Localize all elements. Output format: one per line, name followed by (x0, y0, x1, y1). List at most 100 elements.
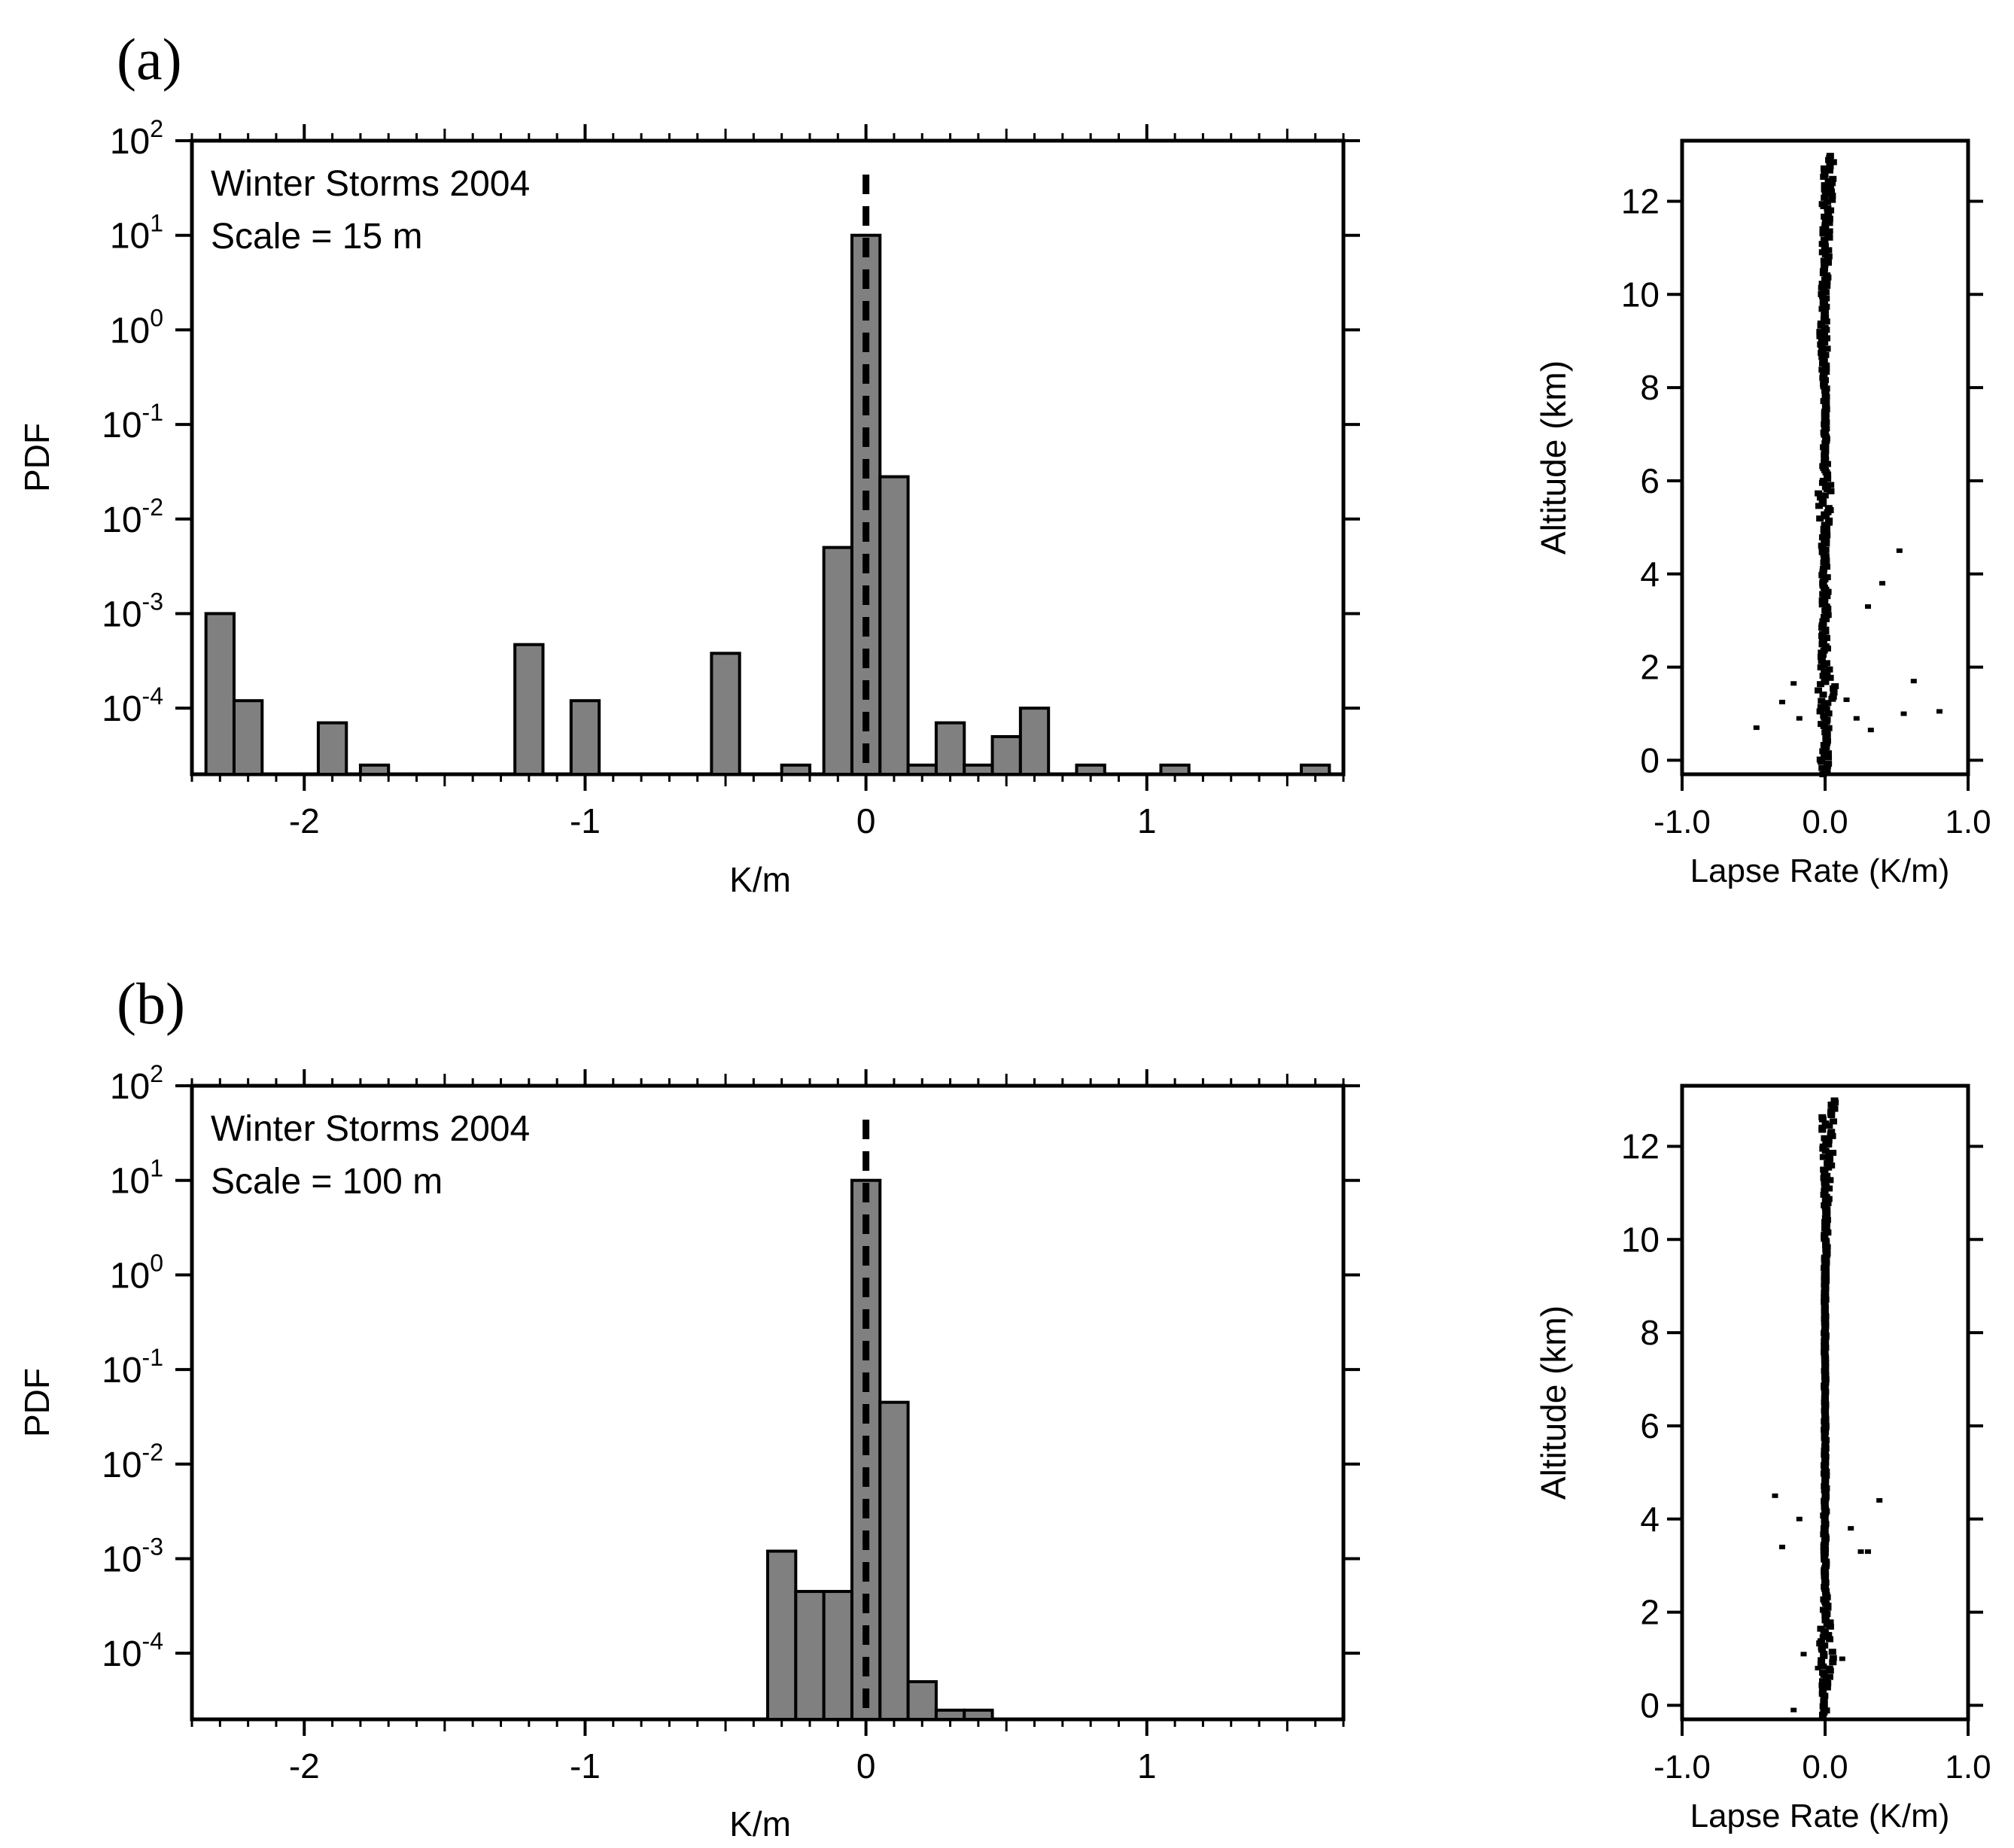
prof-a-outlier-point (1867, 728, 1874, 733)
prof-a-y-tick-label: 0 (1640, 740, 1660, 780)
prof-a-point (1821, 521, 1829, 528)
prof-a-point (1820, 165, 1828, 172)
prof-b-outlier-point (1815, 1665, 1821, 1670)
prof-a-outlier-point (1879, 581, 1885, 586)
prof-a-point (1819, 348, 1827, 354)
prof-b-y-tick-label: 6 (1640, 1406, 1660, 1445)
hist-b-y-tick-label: 10-2 (102, 1439, 163, 1485)
histogram-a-frame (190, 138, 1346, 777)
prof-a-outlier-point (1896, 548, 1903, 553)
prof-a-point (1818, 698, 1826, 704)
prof-b-outlier-point (1779, 1544, 1785, 1549)
prof-b-point (1830, 1118, 1838, 1125)
prof-b-outlier-point (1772, 1493, 1778, 1498)
prof-a-point (1821, 213, 1829, 220)
hist-b-bar (934, 1708, 966, 1722)
hist-a-bar (358, 763, 391, 776)
prof-a-outlier-point (1936, 709, 1943, 714)
prof-a-point (1822, 706, 1830, 713)
prof-a-point (1824, 750, 1832, 757)
prof-a-outlier-point (1790, 681, 1797, 686)
prof-a-point (1829, 159, 1837, 166)
hist-b-y-tick-label: 100 (110, 1249, 163, 1296)
hist-a-x-tick-label: -2 (289, 801, 320, 840)
hist-a-bar (878, 475, 910, 776)
prof-a-point (1825, 228, 1833, 235)
hist-b-x-tick-label: -2 (289, 1746, 320, 1786)
prof-a-point (1823, 593, 1831, 600)
prof-a-y-tick-label: 12 (1621, 181, 1660, 220)
prof-a-x-tick-label: 1.0 (1945, 804, 1991, 840)
prof-a-point (1831, 682, 1839, 689)
prof-a-point (1821, 222, 1830, 229)
prof-b-point (1821, 1642, 1829, 1649)
prof-b-point (1821, 1179, 1829, 1186)
prof-a-point (1820, 236, 1828, 243)
hist-a-y-tick-label: 102 (110, 115, 163, 162)
prof-a-point (1826, 167, 1834, 174)
hist-a-bar (906, 763, 938, 776)
prof-a-point (1819, 463, 1827, 470)
prof-a-point (1821, 492, 1829, 499)
prof-a-point (1823, 345, 1831, 352)
hist-a-bar (316, 721, 348, 776)
prof-a-point (1829, 175, 1837, 182)
prof-a-point (1823, 574, 1831, 581)
hist-b-bar (878, 1400, 910, 1721)
histogram-a-annotation-line2: Scale = 15 m (211, 217, 422, 257)
prof-a-point (1826, 674, 1834, 681)
prof-a-point (1825, 517, 1833, 524)
prof-a-outlier-point (1853, 716, 1860, 721)
prof-b-y-tick-label: 2 (1640, 1593, 1660, 1632)
prof-a-y-tick-label: 6 (1640, 461, 1660, 500)
prof-b-y-tick-label: 12 (1621, 1126, 1660, 1166)
prof-b-outlier-point (1790, 1707, 1797, 1713)
prof-a-point (1824, 754, 1833, 761)
profile-a: Lapse Rate (K/m) Altitude (km) -1.0 0.0 1.… (1534, 138, 1991, 889)
hist-b-x-tick-label: 0 (856, 1746, 876, 1786)
prof-a-point (1816, 708, 1824, 715)
prof-a-point (1824, 725, 1833, 731)
hist-a-y-tick-label: 10-1 (102, 399, 163, 445)
hist-b-y-tick-label: 10-1 (102, 1344, 163, 1391)
hist-a-bar (934, 721, 966, 776)
prof-a-y-tick-label: 8 (1640, 368, 1660, 407)
hist-a-y-tick-label: 10-4 (102, 682, 163, 729)
prof-a-point (1826, 184, 1834, 190)
panel-a-label: (a) (117, 26, 182, 92)
prof-b-y-tick-label: 4 (1640, 1500, 1660, 1539)
histogram-a-x-label: K/m (729, 860, 791, 899)
prof-a-outlier-point (1843, 697, 1850, 702)
hist-a-bar (822, 546, 853, 776)
prof-b-point (1829, 1655, 1837, 1661)
prof-b-outlier-point (1857, 1549, 1864, 1555)
profile-b: Lapse Rate (K/m) Altitude (km) -1.0 0.0 1.… (1534, 1084, 1991, 1834)
prof-a-point (1816, 333, 1824, 339)
prof-a-y-tick-label: 2 (1640, 648, 1660, 687)
prof-a-point (1814, 687, 1822, 694)
hist-b-x-tick-label: -1 (570, 1746, 601, 1786)
hist-a-x-tick-label: 0 (856, 801, 876, 840)
prof-a-point (1818, 337, 1826, 344)
prof-a-point (1818, 249, 1827, 256)
prof-a-point (1826, 153, 1834, 160)
prof-a-point (1830, 689, 1838, 696)
prof-b-point (1828, 1649, 1836, 1655)
prof-b-outlier-point (1839, 1656, 1845, 1661)
prof-a-point (1815, 490, 1823, 497)
prof-b-point (1823, 1684, 1831, 1691)
prof-a-outlier-point (1865, 604, 1871, 609)
prof-a-point (1818, 281, 1827, 287)
prof-a-outlier-point (1796, 716, 1803, 721)
hist-b-y-tick-label: 102 (110, 1060, 163, 1107)
prof-b-point (1826, 1156, 1834, 1163)
hist-b-y-tick-label: 10-3 (102, 1533, 163, 1579)
prof-b-point (1824, 1680, 1832, 1687)
prof-b-point (1827, 1129, 1836, 1135)
hist-a-bar (513, 643, 545, 776)
prof-b-point (1818, 1682, 1827, 1688)
prof-b-point (1819, 1606, 1827, 1613)
panel-b-label: (b) (117, 971, 185, 1036)
prof-a-outlier-point (1910, 679, 1917, 684)
